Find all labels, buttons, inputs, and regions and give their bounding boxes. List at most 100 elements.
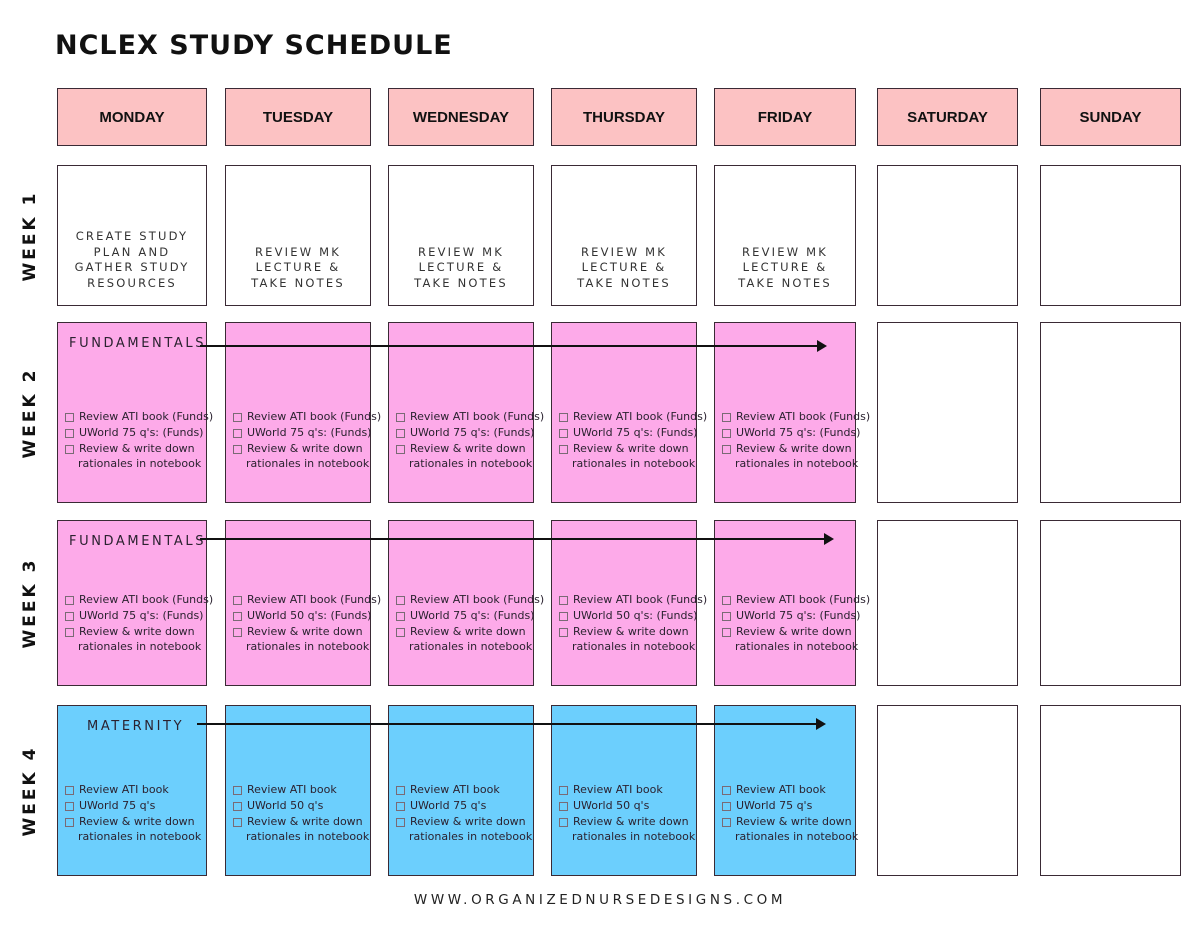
task-item: Review & write down [720,441,853,457]
task-item: UWorld 75 q's: (Funds) [720,608,860,624]
task-item: Review & write down [231,441,368,457]
checkbox[interactable] [559,428,568,438]
checkbox[interactable] [396,413,405,423]
task-text: rationales in notebook [246,640,370,654]
day-cell-thursday: REVIEW MK LECTURE & TAKE NOTES [551,165,697,306]
checkbox[interactable] [559,611,568,621]
checkbox[interactable] [722,611,731,621]
task-text: Review & write down [573,814,689,828]
task-item: Review & write down [720,624,853,640]
checkbox[interactable] [396,786,405,796]
checkbox[interactable] [396,801,405,811]
task-text: UWorld 75 q's: (Funds) [247,425,372,439]
checkbox[interactable] [559,596,568,606]
task-item: Review ATI book (Funds) [63,592,213,608]
task-item: Review & write down [557,624,694,640]
task-text: UWorld 75 q's [736,798,813,812]
task-item: UWorld 50 q's [557,798,694,814]
cell-text-line: TAKE NOTES [577,275,671,290]
task-item: Review ATI book (Funds) [557,592,707,608]
checkbox[interactable] [559,627,568,637]
task-text: rationales in notebook [735,640,859,654]
checkbox[interactable] [722,413,731,423]
task-text: Review & write down [410,624,526,638]
checkbox[interactable] [233,413,242,423]
task-text: rationales in notebook [78,457,202,471]
task-text: Review ATI book (Funds) [79,410,214,424]
task-text: rationales in notebook [572,457,696,471]
checkbox[interactable] [65,428,74,438]
checkbox[interactable] [396,596,405,606]
checkbox[interactable] [233,817,242,827]
checkbox[interactable] [559,413,568,423]
day-cell-tuesday: REVIEW MK LECTURE & TAKE NOTES [225,165,371,306]
task-text: Review ATI book (Funds) [79,593,214,607]
checkbox[interactable] [396,817,405,827]
day-header-label: SATURDAY [907,108,988,126]
checkbox[interactable] [233,611,242,621]
task-text: Review ATI book (Funds) [410,593,545,607]
task-text: UWorld 75 q's: (Funds) [79,608,204,622]
task-text: Review ATI book [79,783,169,797]
task-text: rationales in notebook [246,830,370,844]
task-text: UWorld 75 q's [410,798,487,812]
task-text: rationales in notebook [78,830,202,844]
checkbox[interactable] [722,444,731,454]
checkbox[interactable] [722,801,731,811]
checkbox[interactable] [722,786,731,796]
day-cell-sunday [1040,165,1181,306]
task-text: rationales in notebook [246,457,370,471]
checkbox[interactable] [559,444,568,454]
checkbox[interactable] [722,428,731,438]
checkbox[interactable] [65,444,74,454]
checkbox[interactable] [722,596,731,606]
topic-label: FUNDAMENTALS [69,534,207,549]
task-text: rationales in notebook [409,457,533,471]
cell-text-line: REVIEW MK [741,244,829,259]
task-item: UWorld 50 q's: (Funds) [557,608,697,624]
checkbox[interactable] [233,428,242,438]
checkbox[interactable] [65,627,74,637]
task-item: Review & write down [231,624,368,640]
day-cell-thursday: Review ATI book (Funds) UWorld 50 q's: (F… [551,520,707,686]
checkbox[interactable] [559,801,568,811]
checkbox[interactable] [396,428,405,438]
checkbox[interactable] [65,596,74,606]
checkbox[interactable] [65,413,74,423]
task-item: Review ATI book (Funds) [394,592,544,608]
task-item: Review ATI book (Funds) [394,409,544,425]
checkbox[interactable] [233,786,242,796]
checkbox[interactable] [722,627,731,637]
day-cell-monday: FUNDAMENTALS Review ATI book (Funds) UWorl… [57,322,213,503]
task-text: Review ATI book [573,783,663,797]
task-item: Review ATI book (Funds) [720,409,870,425]
checkbox[interactable] [233,444,242,454]
cell-text-line: LECTURE & [418,260,504,274]
cell-text: REVIEW MK LECTURE & TAKE NOTES [552,245,696,292]
task-text: UWorld 75 q's [79,798,156,812]
checkbox[interactable] [396,611,405,621]
task-item: UWorld 75 q's: (Funds) [394,608,534,624]
task-item: Review & write down [394,814,531,830]
checkbox[interactable] [722,817,731,827]
checkbox[interactable] [65,611,74,621]
checkbox[interactable] [233,596,242,606]
cell-text-line: GATHER STUDY [74,260,190,274]
checkbox[interactable] [65,817,74,827]
checkbox[interactable] [396,627,405,637]
checkbox[interactable] [233,801,242,811]
checkbox[interactable] [559,817,568,827]
cell-text-line: LECTURE & [742,260,828,274]
checkbox[interactable] [233,627,242,637]
checkbox[interactable] [65,786,74,796]
task-list: Review ATI book (Funds) UWorld 75 q's: (F… [63,409,213,472]
task-text: UWorld 75 q's: (Funds) [573,425,698,439]
task-item: Review & write down [557,441,694,457]
checkbox[interactable] [396,444,405,454]
day-cell-monday: CREATE STUDY PLAN AND GATHER STUDY RESOURCE… [57,165,207,306]
checkbox[interactable] [65,801,74,811]
checkbox[interactable] [559,786,568,796]
task-text: rationales in notebook [409,640,533,654]
task-item: UWorld 75 q's [720,798,853,814]
arrow-icon [200,340,827,352]
